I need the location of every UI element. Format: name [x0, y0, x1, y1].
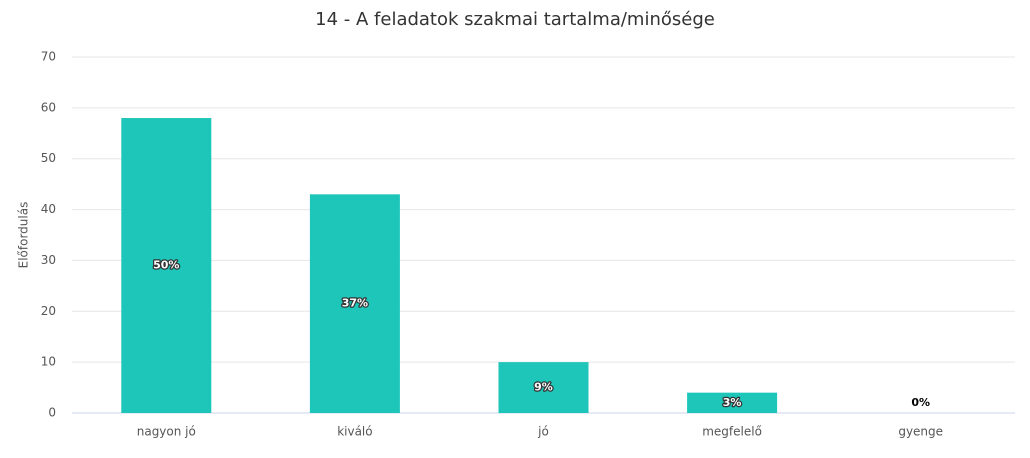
- bar: [687, 392, 778, 413]
- chart-title: 14 - A feladatok szakmai tartalma/minősé…: [315, 9, 715, 30]
- y-axis-label: Előfordulás: [17, 202, 31, 269]
- bar: [498, 362, 589, 413]
- y-tick-label: 70: [41, 50, 56, 64]
- y-tick-label: 10: [41, 355, 56, 369]
- data-label: 0%: [911, 396, 930, 409]
- bar: [309, 194, 400, 413]
- x-tick-label: megfelelő: [702, 425, 762, 439]
- y-tick-label: 0: [48, 406, 56, 420]
- y-tick-label: 60: [41, 100, 56, 114]
- x-tick-label: nagyon jó: [137, 425, 196, 439]
- y-tick-label: 40: [41, 202, 56, 216]
- data-label: 3%: [723, 396, 742, 409]
- x-tick-label: gyenge: [898, 425, 943, 439]
- data-label: 37%: [342, 297, 368, 310]
- data-label: 50%: [153, 259, 179, 272]
- y-tick-label: 50: [41, 151, 56, 165]
- x-tick-label: jó: [537, 425, 549, 439]
- y-tick-label: 20: [41, 304, 56, 318]
- x-tick-label: kiváló: [337, 425, 372, 439]
- data-label: 9%: [534, 381, 553, 394]
- bar: [121, 118, 212, 414]
- y-tick-label: 30: [41, 253, 56, 267]
